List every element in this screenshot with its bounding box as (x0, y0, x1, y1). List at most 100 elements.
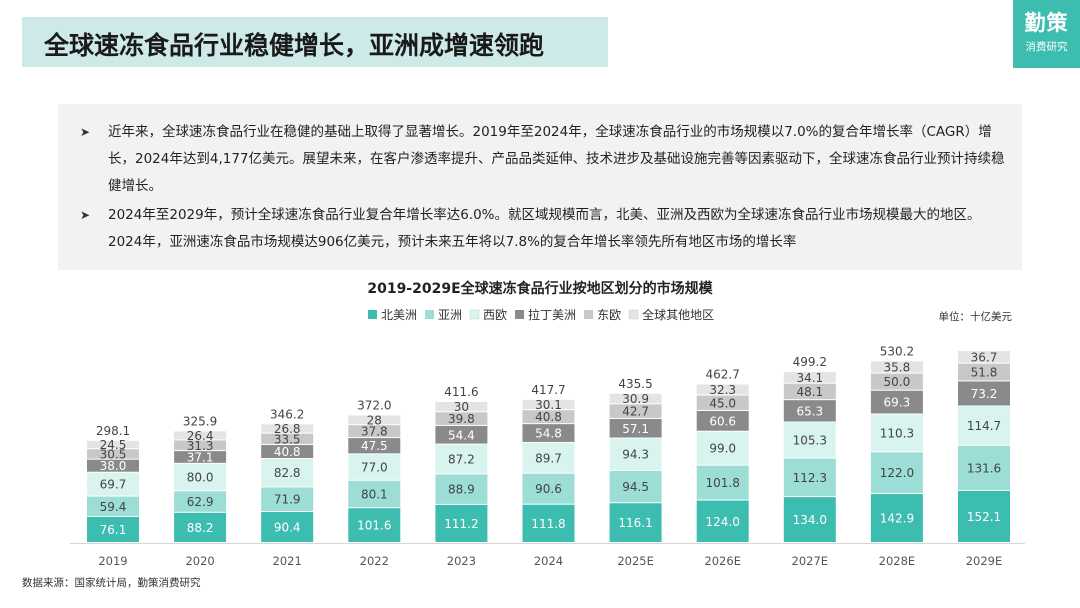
bar-segment (435, 425, 488, 444)
total-label: 435.5 (618, 377, 652, 391)
arrow-bullet-icon: ➤ (80, 208, 91, 222)
bar-segment (87, 459, 139, 472)
bar-segment (958, 490, 1010, 542)
bar-segment (958, 363, 1010, 381)
total-label: 346.2 (270, 407, 304, 421)
data-label: 54.8 (535, 427, 562, 441)
bar-segment (348, 480, 401, 508)
data-label: 42.7 (622, 405, 649, 419)
bar-segment (261, 512, 314, 542)
data-label: 31.3 (187, 439, 214, 453)
total-label: 411.6 (444, 385, 478, 399)
bar-segment (522, 473, 575, 504)
data-label: 105.3 (793, 434, 827, 448)
data-label: 76.1 (100, 523, 127, 537)
data-label: 94.5 (622, 480, 649, 494)
data-label: 26.4 (187, 429, 214, 443)
bar-segment (348, 454, 401, 480)
data-label: 71.9 (274, 493, 301, 507)
bar-segment (522, 504, 575, 542)
bar-segment (174, 512, 227, 542)
bar-segment (261, 433, 314, 445)
bar-segment (435, 474, 488, 504)
data-label: 122.0 (880, 466, 914, 480)
x-tick-label: 2020 (185, 554, 214, 568)
data-label: 99.0 (709, 442, 736, 456)
bar-segment (696, 410, 749, 431)
x-tick-label: 2028E (879, 554, 916, 568)
bar-segment (174, 451, 227, 463)
bar-segment (696, 500, 749, 542)
legend-label: 全球其他地区 (642, 307, 714, 322)
total-label: 417.7 (531, 383, 565, 397)
bar-segment (174, 463, 227, 491)
bar-segment (348, 438, 401, 454)
legend-label: 北美洲 (381, 308, 417, 322)
brand-logo: 勤策 消费研究 (1013, 0, 1080, 68)
bar-segment (348, 415, 401, 425)
bar-segment (522, 399, 575, 410)
arrow-bullet-icon: ➤ (80, 125, 91, 139)
data-label: 80.1 (361, 487, 388, 501)
data-label: 33.5 (274, 432, 301, 446)
bar-segment (87, 516, 139, 542)
bar-segment (609, 404, 662, 418)
summary-bullet-2-text: 2024年至2029年，预计全球速冻食品行业复合年增长率达6.0%。就区域规模而… (108, 207, 981, 250)
data-label: 54.4 (448, 428, 475, 442)
bar-segment (435, 402, 488, 412)
legend-swatch (425, 310, 435, 319)
data-label: 152.1 (967, 510, 1001, 524)
data-label: 30 (454, 400, 469, 414)
data-label: 30.5 (100, 447, 127, 461)
total-label: 530.2 (880, 344, 914, 358)
data-label: 30.1 (535, 398, 562, 412)
x-tick-label: 2019 (98, 554, 127, 568)
bar-segment (522, 442, 575, 473)
data-label: 82.8 (274, 466, 301, 480)
bar-segment (783, 372, 836, 383)
bar-segment (696, 431, 749, 465)
x-tick-label: 2021 (273, 554, 302, 568)
data-label: 101.6 (357, 519, 391, 533)
data-label: 39.8 (448, 412, 475, 426)
bar-segment (609, 470, 662, 503)
data-label: 114.7 (967, 419, 1001, 433)
data-label: 88.2 (187, 521, 214, 535)
bar-segment (958, 406, 1010, 445)
data-label: 111.2 (444, 517, 478, 531)
legend-label: 拉丁美洲 (528, 307, 576, 322)
data-label: 69.7 (100, 478, 127, 492)
data-label: 62.9 (187, 495, 214, 509)
data-label: 69.3 (884, 396, 911, 410)
bar-segment (958, 381, 1010, 406)
legend-label: 东欧 (597, 308, 621, 322)
data-label: 48.1 (796, 385, 823, 399)
bar-segment (261, 445, 314, 459)
legend-swatch (368, 310, 377, 319)
bar-segment (870, 414, 923, 452)
data-label: 50.0 (884, 375, 911, 389)
bar-segment (174, 440, 227, 451)
bar-segment (783, 422, 836, 458)
data-label: 89.7 (535, 451, 562, 465)
bar-segment (783, 400, 836, 422)
data-label: 73.2 (971, 387, 998, 401)
bar-segment (958, 445, 1010, 490)
summary-bullet-1: ➤ 近年来，全球速冻食品行业在稳健的基础上取得了显著增长。2019年至2024年… (80, 119, 1008, 200)
data-label: 45.0 (709, 396, 736, 410)
data-label: 87.2 (448, 453, 475, 467)
data-label: 30.9 (622, 392, 649, 406)
total-label: 372.0 (357, 399, 391, 413)
logo-main-text: 勤策 (1024, 11, 1069, 35)
data-label: 59.4 (100, 500, 127, 514)
bar-segment (87, 472, 139, 496)
data-label: 65.3 (796, 404, 823, 418)
x-tick-label: 2026E (704, 554, 741, 568)
bar-segment (174, 491, 227, 512)
bar-segment (609, 438, 662, 470)
bar-segment (783, 497, 836, 542)
data-label: 60.6 (709, 414, 736, 428)
title-bar: 全球速冻食品行业稳健增长，亚洲成增速领跑 (22, 17, 608, 67)
x-tick-label: 2024 (534, 554, 563, 568)
